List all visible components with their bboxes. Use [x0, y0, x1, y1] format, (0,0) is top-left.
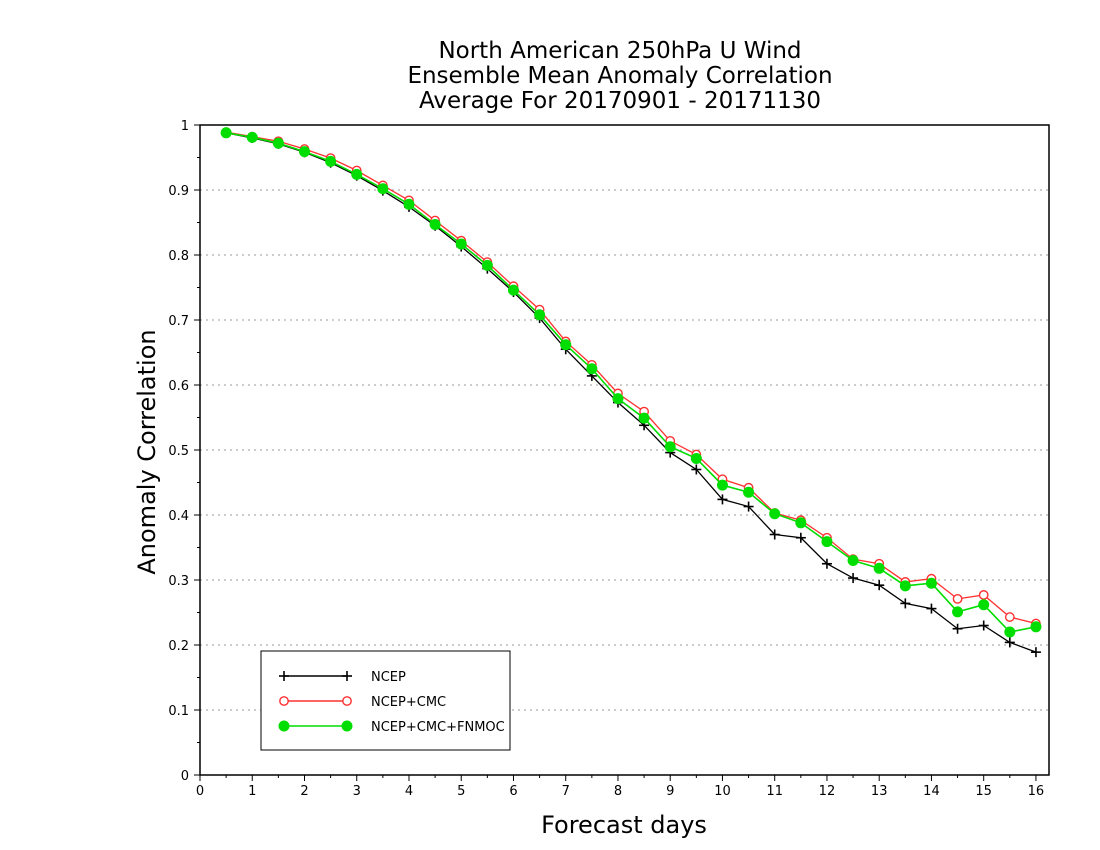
data-point [612, 393, 624, 405]
x-tick-label: 5 [457, 784, 465, 799]
x-tick-label: 3 [353, 784, 361, 799]
data-point [978, 590, 989, 600]
y-tick-label: 0.4 [168, 509, 189, 524]
data-point [377, 183, 389, 195]
data-point [403, 198, 415, 210]
x-tick-label: 7 [562, 784, 570, 799]
data-point [899, 580, 911, 592]
legend-marker [279, 696, 289, 706]
y-axis: 0 0.1 0.2 0.3 0.4 0.5 0.6 0.7 0.8 0.9 1 [168, 119, 200, 784]
y-tick-label: 0.5 [168, 444, 189, 459]
data-point [743, 486, 755, 498]
data-point [664, 441, 676, 453]
chart-title-line: North American 250hPa U Wind [438, 38, 801, 64]
series-ncep-cmc-fnmoc [220, 127, 1042, 638]
chart-title-line: Ensemble Mean Anomaly Correlation [407, 63, 832, 89]
data-point [220, 127, 232, 139]
legend-marker [278, 720, 290, 732]
data-point [638, 412, 650, 424]
data-point [716, 479, 728, 491]
data-point [507, 284, 519, 296]
x-tick-label: 13 [871, 784, 888, 799]
data-point [1004, 626, 1016, 638]
y-tick-label: 0 [181, 769, 189, 784]
y-axis-label: Anomaly Correlation [133, 329, 161, 574]
data-point [952, 593, 963, 604]
data-point [925, 577, 937, 589]
series-line [225, 132, 1037, 653]
data-point [952, 606, 964, 618]
data-point [769, 508, 781, 520]
y-tick-label: 0.8 [168, 249, 189, 264]
data-point [298, 146, 310, 158]
x-axis: 0 1 2 3 4 5 6 7 8 9 10 11 12 13 14 15 16 [196, 775, 1044, 799]
data-point [481, 259, 493, 271]
x-tick-label: 1 [248, 784, 256, 799]
data-point [534, 309, 546, 321]
x-axis-label: Forecast days [541, 811, 707, 839]
data-point [1030, 621, 1042, 633]
series-ncep-cmc [221, 127, 1041, 629]
x-tick-label: 2 [300, 784, 308, 799]
data-point [325, 155, 337, 167]
x-tick-label: 16 [1028, 784, 1045, 799]
data-point [821, 536, 833, 548]
y-tick-label: 0.1 [168, 704, 189, 719]
legend-label: NCEP+CMC+FNMOC [371, 720, 505, 735]
y-tick-label: 1 [181, 119, 189, 134]
x-tick-label: 0 [196, 784, 204, 799]
data-point [272, 137, 284, 149]
data-point [455, 238, 467, 250]
y-tick-label: 0.2 [168, 639, 189, 654]
series-line [225, 132, 1037, 633]
x-tick-label: 11 [766, 784, 783, 799]
y-tick-label: 0.7 [168, 314, 189, 329]
data-point [246, 131, 258, 143]
x-tick-label: 6 [509, 784, 517, 799]
data-point [795, 517, 807, 529]
legend-label: NCEP [371, 670, 406, 685]
x-tick-label: 8 [614, 784, 622, 799]
chart-title-line: Average For 20170901 - 20171130 [419, 88, 821, 114]
legend-marker [341, 720, 353, 732]
data-point [1004, 612, 1015, 622]
legend: NCEP NCEP+CMC NCEP+CMC+FNMOC [260, 650, 511, 751]
x-tick-label: 4 [405, 784, 413, 799]
series-ncep [221, 127, 1041, 658]
series-line [226, 131, 1037, 625]
data-point [978, 599, 990, 611]
data-point [690, 452, 702, 464]
y-tick-label: 0.3 [168, 574, 189, 589]
data-point [351, 168, 363, 180]
data-point [429, 218, 441, 230]
series-lines [220, 127, 1042, 658]
x-tick-label: 14 [923, 784, 940, 799]
y-tick-label: 0.6 [168, 379, 189, 394]
x-tick-label: 10 [714, 784, 731, 799]
data-point [560, 339, 572, 351]
x-tick-label: 9 [666, 784, 674, 799]
data-point [586, 363, 598, 375]
x-tick-label: 15 [975, 784, 992, 799]
y-tick-label: 0.9 [168, 184, 189, 199]
data-point [873, 562, 885, 574]
legend-marker [342, 696, 352, 706]
legend-label: NCEP+CMC [371, 695, 446, 710]
x-tick-label: 12 [819, 784, 836, 799]
data-point [847, 555, 859, 566]
